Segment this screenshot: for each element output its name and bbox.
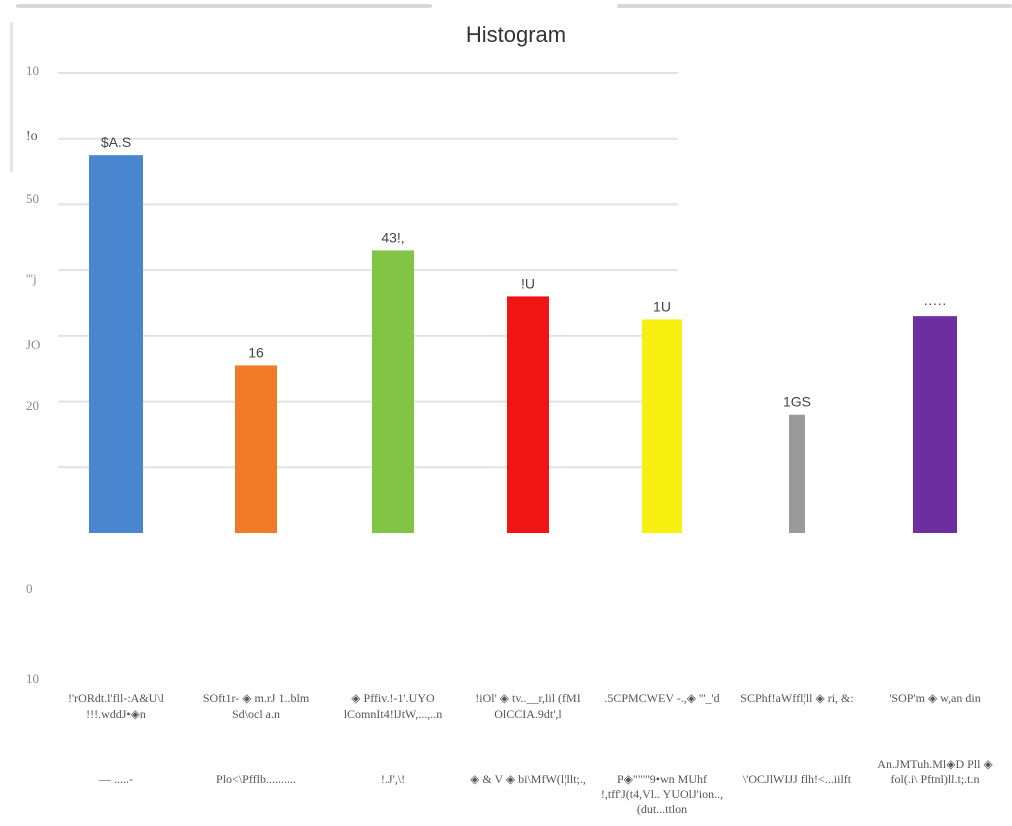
category-description: — .....- xyxy=(99,772,133,786)
y-tick-label: 20 xyxy=(26,398,39,413)
bar-6 xyxy=(789,414,805,533)
category-description: ◈ & V ◈ bi\MfW(l¦llt;., xyxy=(470,772,586,786)
bars xyxy=(89,155,957,533)
bar-2 xyxy=(235,365,277,533)
category-name: 'SOP'm ◈ w,an din xyxy=(889,691,981,705)
bar-5 xyxy=(642,319,682,533)
category-name: ◈ Pffiv.!-1'.UYO lComnIt4!lJtW,...,..n xyxy=(343,691,443,721)
category-name: !iOl' ◈ tv..__r,lil (fMI OlCCIA.9dt',l xyxy=(475,691,581,721)
data-label: ····· xyxy=(923,295,946,311)
category-description: P◈"""'9•wn MUhf !,tff'J(t4,Vl.. YUOlJ'io… xyxy=(600,772,724,816)
category-name: SCPhf!aWffl¦ll ◈ ri, &: xyxy=(740,691,854,705)
data-labels: $A.S 16 43!, !U 1U 1GS ····· xyxy=(101,134,947,410)
top-divider-left xyxy=(16,4,432,8)
gridlines xyxy=(58,72,678,469)
bar-1 xyxy=(89,155,143,533)
top-divider-right xyxy=(617,4,1012,8)
y-tick-label: JO xyxy=(26,337,40,352)
left-edge-line xyxy=(10,22,13,172)
chart-title: Histogram xyxy=(466,22,566,47)
data-label: 16 xyxy=(248,344,264,360)
y-axis-tick-labels: 10 !o 50 '''j JO 20 0 10 xyxy=(26,63,40,686)
y-tick-label: '''j xyxy=(26,271,37,286)
data-label: 1U xyxy=(653,298,671,314)
category-description: !.J',\! xyxy=(380,772,406,786)
category-name: .5CPMCWEV -.,◈ '''_'d xyxy=(604,691,720,705)
category-description: Plo<\Pfflb.......... xyxy=(216,772,296,786)
bar-3 xyxy=(372,250,414,533)
category-description: \'OCJlWIJJ flh!<...iilft xyxy=(742,772,852,786)
y-tick-label: 10 xyxy=(26,63,39,78)
y-tick-label: !o xyxy=(26,129,38,144)
category-name: SOft1r- ◈ m.rJ 1..blm Sd\ocl a.n xyxy=(202,691,310,721)
data-label: !U xyxy=(521,275,535,291)
category-description: An.JMTuh.Ml◈D Pll ◈ fol(.i\ Pftnl)ll.t;.… xyxy=(877,757,993,786)
y-tick-label: 10 xyxy=(26,671,39,686)
data-label: $A.S xyxy=(101,134,131,150)
y-tick-label: 50 xyxy=(26,191,39,206)
data-label: 1GS xyxy=(783,394,811,410)
data-label: 43!, xyxy=(381,229,404,245)
bar-4 xyxy=(507,296,549,533)
bar-7 xyxy=(913,316,957,533)
category-name: !'rORdt.l'fll-:A&U\l !!!.wddJ•◈n xyxy=(68,691,164,721)
y-tick-label: 0 xyxy=(26,581,33,596)
